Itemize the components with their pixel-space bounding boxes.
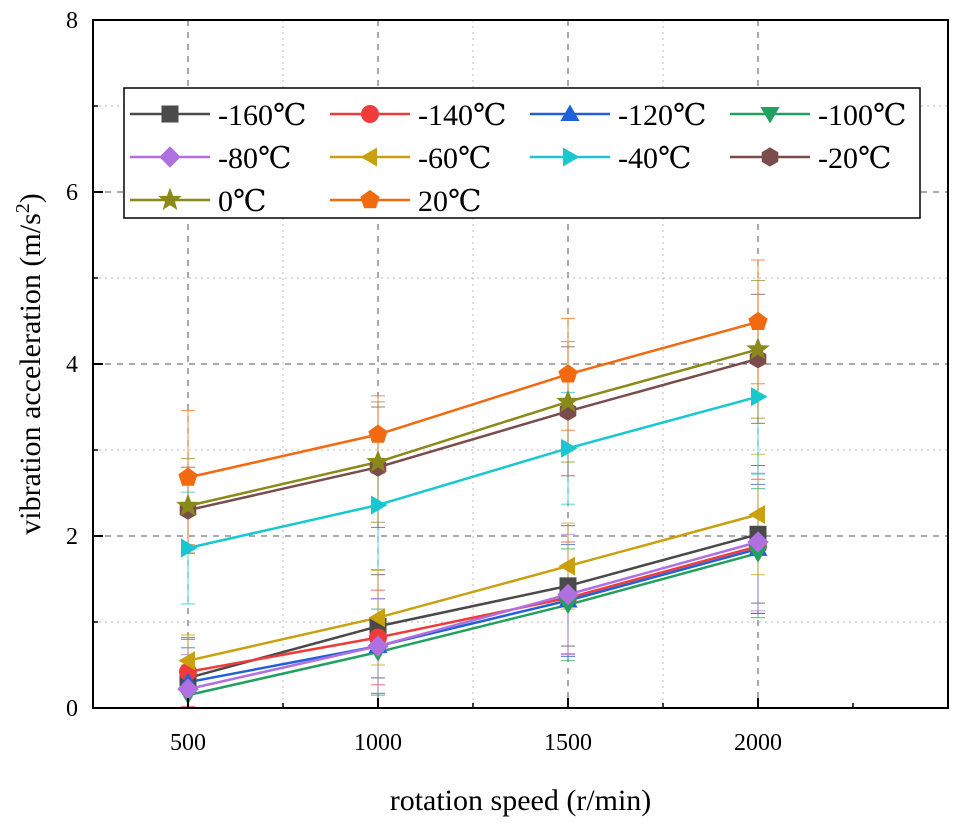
legend-label-3: -100℃ xyxy=(818,99,907,132)
data-point-5-0 xyxy=(178,651,195,671)
series-lines xyxy=(187,320,759,697)
data-point-8-3 xyxy=(746,336,770,360)
data-point-8-0 xyxy=(176,493,200,516)
series-line-7 xyxy=(187,357,759,512)
data-point-9-1 xyxy=(368,424,388,443)
y-tick-label-1: 2 xyxy=(66,524,78,550)
legend-label-8: 0℃ xyxy=(218,185,267,218)
series-markers xyxy=(176,311,770,705)
y-axis-title: vibration acceleration (m/s2) xyxy=(12,193,47,535)
data-point-6-3 xyxy=(751,387,768,407)
data-point-4-3 xyxy=(747,531,769,553)
data-point-8-2 xyxy=(556,389,580,412)
x-tick-label-3: 2000 xyxy=(734,730,782,756)
y-tick-label-0: 0 xyxy=(66,696,78,722)
data-point-5-1 xyxy=(368,608,385,628)
data-point-9-3 xyxy=(748,311,768,331)
legend-box xyxy=(123,87,921,219)
data-point-6-0 xyxy=(181,538,198,558)
data-point-4-1 xyxy=(367,635,389,657)
series-line-1 xyxy=(187,545,759,674)
legend-marker-6 xyxy=(563,147,580,167)
legend-marker-3 xyxy=(760,107,780,124)
legend-label-6: -40℃ xyxy=(618,142,692,175)
series-line-5 xyxy=(187,513,759,662)
data-point-9-0 xyxy=(178,467,198,486)
series-line-2 xyxy=(187,547,759,684)
y-tick-label-2: 4 xyxy=(66,352,78,378)
data-point-5-2 xyxy=(558,556,575,576)
axis-ticks xyxy=(92,19,949,709)
legend-marker-9 xyxy=(360,189,380,209)
y-tick-label-3: 6 xyxy=(66,180,78,206)
series-line-6 xyxy=(187,395,759,550)
legend-marker-2 xyxy=(560,104,580,121)
legend-marker-7 xyxy=(761,147,779,167)
legend-marker-5 xyxy=(360,147,377,167)
legend-marker-8 xyxy=(158,187,182,211)
data-point-8-1 xyxy=(366,449,390,473)
legend-label-4: -80℃ xyxy=(218,142,292,175)
legend-label-9: 20℃ xyxy=(418,185,482,218)
x-tick-label-0: 500 xyxy=(170,730,206,756)
y-axis-title-superscript: 2 xyxy=(12,203,34,213)
series-line-0 xyxy=(187,533,759,680)
series-line-8 xyxy=(187,348,759,508)
series-line-9 xyxy=(187,320,759,479)
data-point-6-2 xyxy=(561,438,578,458)
tick-labels: 500 1000 1500 2000 0 2 4 6 8 xyxy=(66,8,782,756)
legend: -160℃ -140℃ -120℃ -100℃ -80℃ -60℃ -40℃ -20℃ 0℃ 20… xyxy=(123,87,921,219)
legend-label-1: -140℃ xyxy=(418,99,507,132)
y-axis-title-main: vibration acceleration (m/s xyxy=(14,213,47,535)
series-line-3 xyxy=(187,551,759,697)
legend-marker-1 xyxy=(361,105,379,123)
data-point-4-2 xyxy=(557,583,579,606)
x-tick-label-2: 1500 xyxy=(544,730,592,756)
legend-marker-0 xyxy=(161,105,179,123)
legend-label-2: -120℃ xyxy=(618,99,707,132)
x-tick-label-1: 1000 xyxy=(354,730,402,756)
legend-label-5: -60℃ xyxy=(418,142,492,175)
x-axis-title: rotation speed (r/min) xyxy=(390,784,652,817)
data-point-5-3 xyxy=(748,504,765,525)
y-tick-label-4: 8 xyxy=(66,8,78,34)
data-point-6-1 xyxy=(371,495,388,515)
legend-label-0: -160℃ xyxy=(218,99,307,132)
legend-marker-4 xyxy=(159,146,181,168)
series-line-4 xyxy=(187,540,759,691)
y-axis-title-end: ) xyxy=(14,193,47,203)
data-point-9-2 xyxy=(558,364,578,383)
legend-label-7: -20℃ xyxy=(818,142,892,175)
